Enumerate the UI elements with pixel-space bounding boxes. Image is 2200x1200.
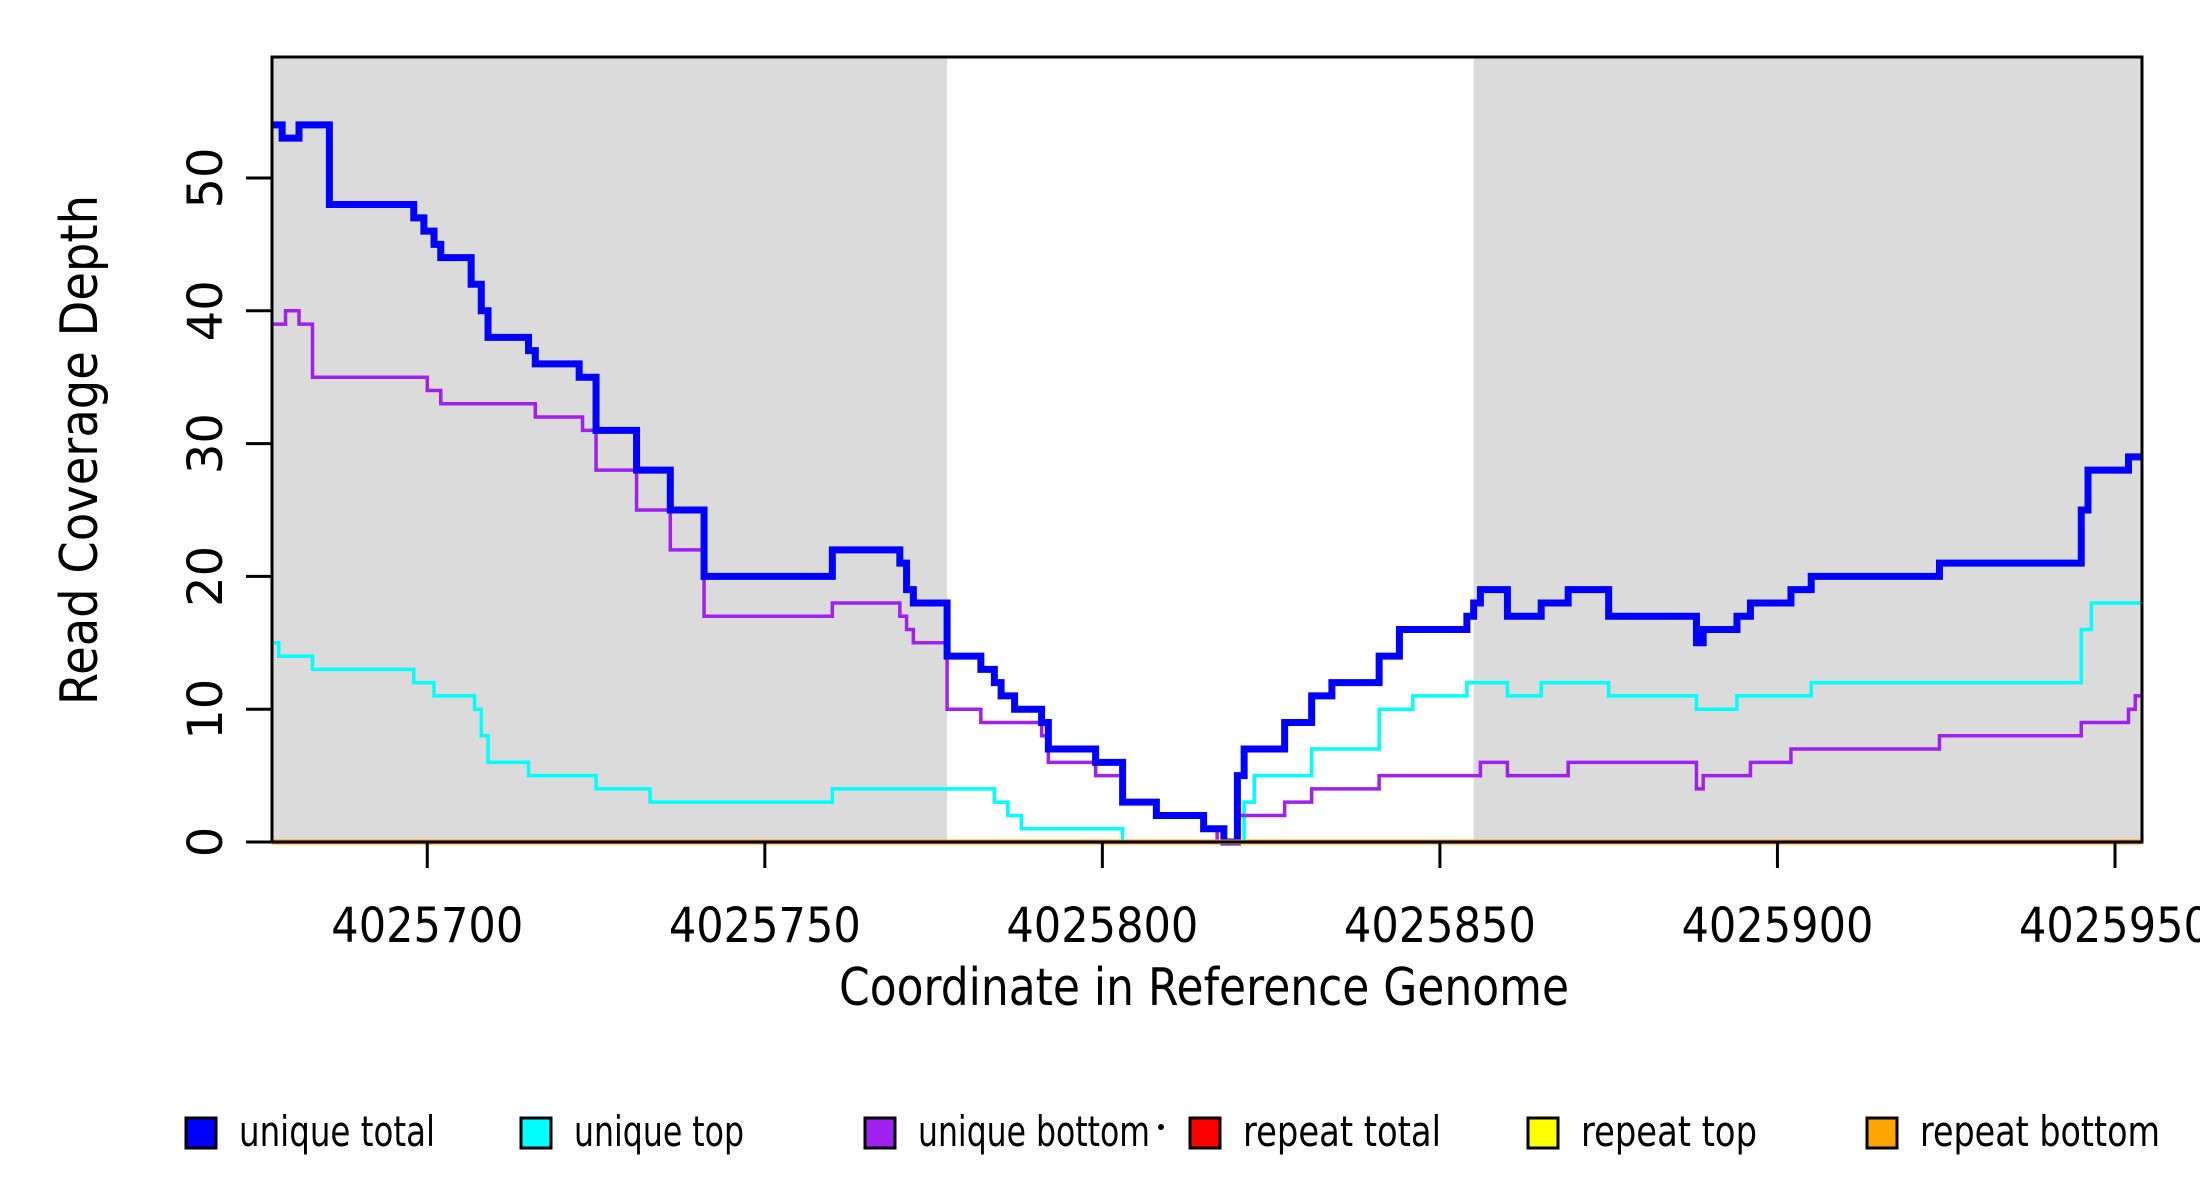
stray-dot	[1158, 1124, 1164, 1130]
shaded-region-bands	[272, 57, 2142, 842]
plot-border-box	[270, 55, 2144, 844]
legend-item-repeat-total: repeat total	[1188, 1107, 1441, 1156]
legend-swatch	[1526, 1116, 1560, 1150]
y-tick-label: 30	[178, 413, 234, 474]
legend-swatch	[1188, 1116, 1222, 1150]
legend-item-unique-top: unique top	[519, 1107, 744, 1156]
legend-label: repeat top	[1581, 1107, 1757, 1156]
legend-label: unique bottom	[918, 1107, 1150, 1156]
y-tick-label: 0	[178, 827, 234, 858]
series-line-unique-total	[272, 121, 2142, 846]
y-tick-label: 50	[178, 147, 234, 208]
series-line-unique-bottom	[272, 309, 2142, 844]
legend-label: repeat total	[1243, 1107, 1441, 1156]
legend-item-repeat-top: repeat top	[1526, 1107, 1757, 1156]
legend-label: repeat bottom	[1920, 1107, 2160, 1156]
legend-swatch	[1865, 1116, 1899, 1150]
legend-swatch	[184, 1116, 218, 1150]
shaded-region	[1473, 57, 2142, 842]
x-axis-title: Coordinate in Reference Genome	[839, 958, 1569, 1018]
y-tick-label: 20	[178, 546, 234, 607]
legend-label: unique top	[574, 1107, 744, 1156]
legend-item-repeat-bottom: repeat bottom	[1865, 1107, 2160, 1156]
legend-item-unique-total: unique total	[184, 1107, 435, 1156]
legend-item-unique-bottom: unique bottom	[863, 1107, 1150, 1156]
x-tick-label: 4025900	[1681, 898, 1873, 954]
x-tick-label: 4025800	[1006, 898, 1198, 954]
y-axis: 0 10 20 30 40 50	[178, 147, 272, 857]
shaded-region	[272, 57, 948, 842]
x-tick-label: 4025700	[331, 898, 523, 954]
y-axis-title: Read Coverage Depth	[50, 195, 110, 705]
y-tick-label: 10	[178, 679, 234, 740]
legend: unique total unique top unique bottom repea…	[184, 1107, 2160, 1156]
legend-swatch	[863, 1116, 897, 1150]
x-tick-label: 4025850	[1344, 898, 1536, 954]
legend-label: unique total	[239, 1107, 435, 1156]
y-tick-label: 40	[178, 280, 234, 341]
x-tick-label: 4025750	[669, 898, 861, 954]
x-axis: 4025700 4025750 4025800 4025850 4025900 40259…	[331, 842, 2200, 954]
x-tick-label: 4025950	[2019, 898, 2200, 954]
series-line-unique-top	[272, 601, 2142, 844]
legend-swatch	[519, 1116, 553, 1150]
